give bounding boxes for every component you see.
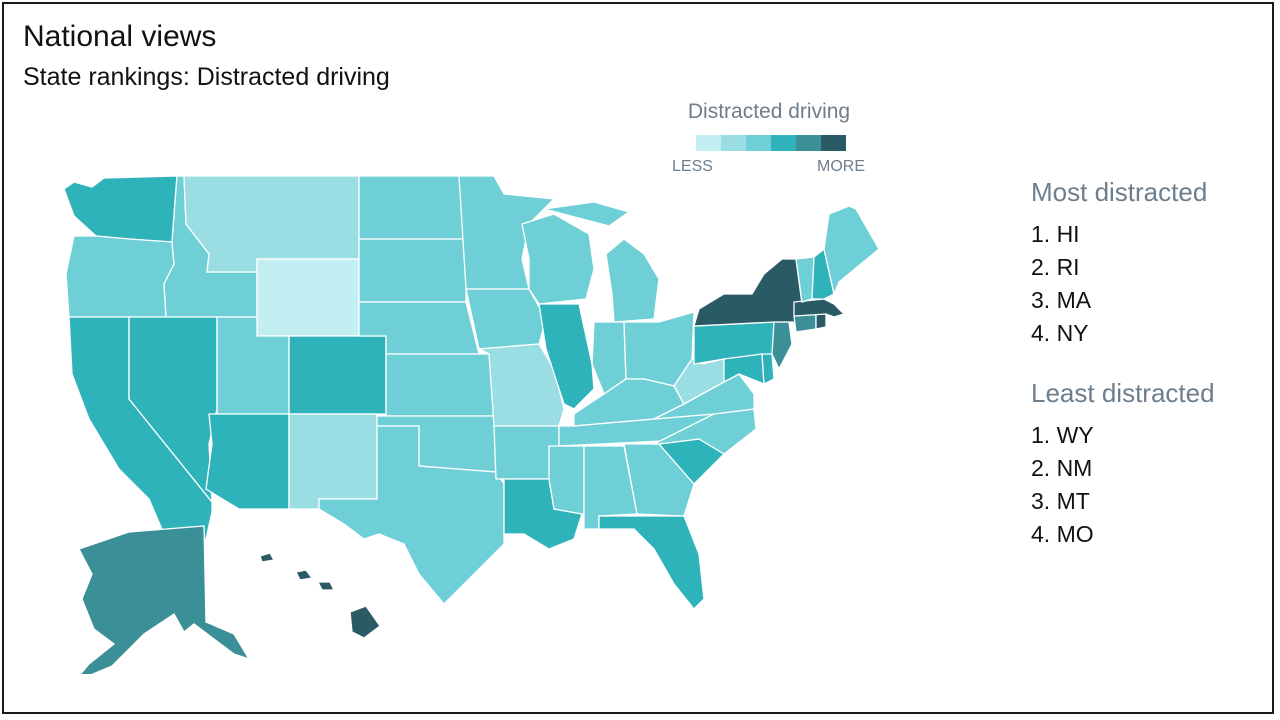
page-title: National views (23, 20, 217, 53)
most-distracted-item: 1. HI (1031, 221, 1080, 247)
least-distracted-item: 2. NM (1031, 455, 1093, 481)
state-AK[interactable] (74, 525, 251, 674)
legend-swatch (821, 135, 846, 151)
map-legend: Distracted driving LESS MORE (664, 100, 874, 180)
legend-low-label: LESS (672, 158, 713, 175)
legend-swatch (746, 135, 771, 151)
state-AZ[interactable] (205, 413, 290, 510)
state-MO[interactable] (476, 343, 565, 427)
most-distracted-item: 3. MA (1031, 287, 1092, 313)
least-distracted-item: 3. MT (1031, 488, 1090, 514)
most-distracted-item: 4. NY (1031, 320, 1089, 346)
least-distracted-item: 1. WY (1031, 422, 1094, 448)
state-CO[interactable] (288, 335, 387, 415)
state-IL[interactable] (538, 303, 595, 410)
state-MT[interactable] (183, 175, 360, 273)
legend-title: Distracted driving (687, 100, 851, 123)
state-ND[interactable] (358, 175, 467, 240)
state-MA[interactable] (793, 298, 846, 318)
state-OR[interactable] (65, 235, 175, 318)
state-FL[interactable] (598, 515, 705, 610)
most-distracted-item: 2. RI (1031, 254, 1080, 280)
state-MS[interactable] (548, 445, 585, 515)
legend-color-scale (696, 135, 846, 151)
least-distracted-list: 1. WY 2. NM 3. MT 4. MO (1031, 419, 1094, 551)
state-WI[interactable] (521, 213, 595, 305)
legend-swatch (796, 135, 821, 151)
state-MI[interactable] (543, 201, 660, 323)
least-distracted-heading: Least distracted (1031, 378, 1215, 408)
legend-swatch (771, 135, 796, 151)
state-TX[interactable] (318, 425, 505, 605)
most-distracted-heading: Most distracted (1031, 177, 1208, 207)
state-NM[interactable] (288, 413, 378, 510)
state-GA[interactable] (623, 443, 695, 517)
state-SD[interactable] (358, 238, 467, 303)
legend-swatch (696, 135, 721, 151)
state-IA[interactable] (465, 288, 547, 350)
state-NH[interactable] (811, 247, 835, 300)
state-RI[interactable] (815, 313, 827, 330)
state-DE[interactable] (761, 353, 775, 386)
state-MD[interactable] (723, 353, 765, 385)
us-states-map (63, 175, 880, 674)
legend-swatch (721, 135, 746, 151)
state-NY[interactable] (693, 258, 803, 327)
page-subtitle: State rankings: Distracted driving (23, 63, 390, 91)
state-KS[interactable] (385, 353, 495, 417)
state-ME[interactable] (823, 205, 880, 297)
most-distracted-list: 1. HI 2. RI 3. MA 4. NY (1031, 218, 1091, 350)
state-WA[interactable] (63, 175, 178, 243)
least-distracted-item: 4. MO (1031, 521, 1094, 547)
state-NJ[interactable] (771, 321, 793, 371)
state-CT[interactable] (793, 313, 817, 333)
state-HI[interactable] (259, 552, 381, 639)
legend-high-label: MORE (817, 158, 865, 175)
state-WY[interactable] (256, 258, 360, 337)
